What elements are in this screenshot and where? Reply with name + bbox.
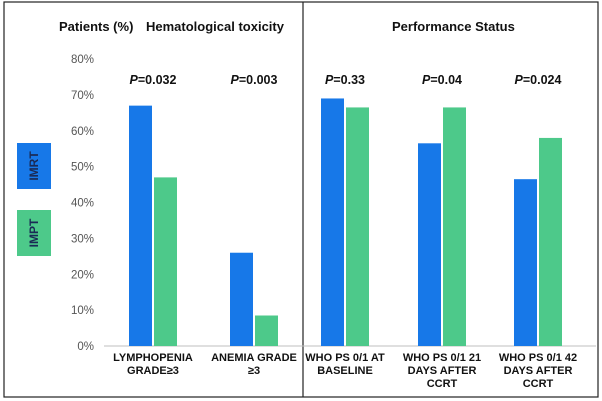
bar-imrt-group-4 (514, 179, 537, 346)
panel-title-performance: Performance Status (392, 19, 515, 34)
bar-impt-group-3 (443, 107, 466, 347)
bar-impt-group-2 (346, 107, 369, 347)
y-tick-label-0: 0% (77, 341, 94, 353)
y-tick-label-20: 20% (71, 269, 94, 281)
bar-impt-group-4 (539, 137, 562, 346)
category-label-1: ANEMIA GRADE ≥3 (211, 352, 297, 377)
legend: IMRT IMPT (17, 143, 51, 256)
figure-frame (3, 1, 599, 398)
p-value-label-3: P=0.04 (422, 73, 462, 87)
legend-label-imrt: IMRT (27, 151, 41, 181)
y-tick-label-30: 30% (71, 233, 94, 245)
legend-item-impt: IMPT (17, 210, 51, 256)
y-axis-label: Patients (%) (59, 19, 133, 34)
bars-group (129, 98, 562, 347)
bar-imrt-group-3 (418, 143, 441, 346)
y-tick-label-80: 80% (71, 54, 94, 66)
y-tick-label-10: 10% (71, 305, 94, 317)
bar-impt-group-0 (154, 177, 177, 346)
p-values-group: P=0.032 P=0.003 P=0.33 P=0.04 P=0.024 (130, 73, 562, 87)
y-tick-label-60: 60% (71, 126, 94, 138)
legend-swatch-imrt (17, 143, 51, 189)
y-tick-label-40: 40% (71, 198, 94, 210)
p-value-label-2: P=0.33 (325, 73, 365, 87)
bar-imrt-group-1 (230, 252, 253, 346)
bar-impt-group-1 (255, 315, 278, 346)
category-label-2: WHO PS 0/1 AT BASELINE (305, 352, 385, 377)
bar-imrt-group-2 (321, 98, 344, 347)
category-label-3: WHO PS 0/1 21 DAYS AFTER CCRT (403, 352, 481, 390)
category-label-0: LYMPHOPENIA GRADE≥3 (113, 352, 193, 377)
y-tick-label-70: 70% (71, 90, 94, 102)
category-label-4: WHO PS 0/1 42 DAYS AFTER CCRT (499, 352, 577, 390)
legend-item-imrt: IMRT (17, 143, 51, 189)
panel-title-hematological: Hematological toxicity (146, 19, 285, 34)
category-labels-group: LYMPHOPENIA GRADE≥3 ANEMIA GRADE ≥3 WHO PS 0… (113, 352, 577, 390)
y-tick-label-50: 50% (71, 162, 94, 174)
p-value-label-1: P=0.003 (231, 73, 278, 87)
p-value-label-4: P=0.024 (515, 73, 562, 87)
legend-label-impt: IMPT (27, 218, 41, 247)
legend-swatch-impt (17, 210, 51, 256)
bar-imrt-group-0 (129, 105, 152, 346)
p-value-label-0: P=0.032 (130, 73, 177, 87)
